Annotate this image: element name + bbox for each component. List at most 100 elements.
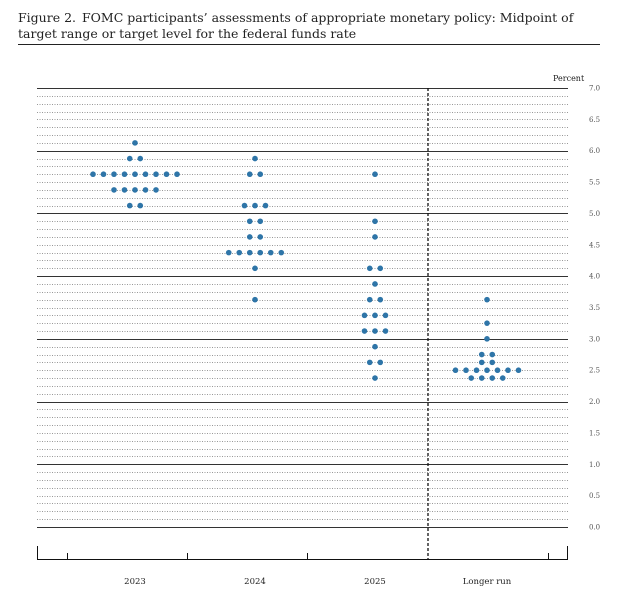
participant-dot bbox=[257, 171, 264, 178]
y-tick-label: 1.0 bbox=[589, 461, 600, 469]
participant-dot bbox=[478, 359, 485, 366]
participant-dot bbox=[252, 296, 258, 303]
participant-dot bbox=[246, 171, 253, 178]
participant-dot bbox=[484, 367, 490, 374]
participant-dot bbox=[468, 375, 475, 381]
participant-dot bbox=[372, 218, 378, 225]
participant-dot bbox=[377, 296, 384, 303]
participant-dot bbox=[121, 187, 128, 193]
gridlines bbox=[37, 88, 568, 528]
participant-dot bbox=[137, 155, 144, 162]
y-tick-label: 1.5 bbox=[589, 429, 600, 437]
participant-dot bbox=[484, 336, 490, 342]
title-rule bbox=[18, 44, 600, 45]
figure-title: Figure 2. FOMC participants’ assessments … bbox=[18, 10, 603, 42]
participant-dot bbox=[478, 351, 485, 358]
participant-dot bbox=[132, 171, 138, 178]
participant-dot bbox=[473, 367, 480, 374]
y-tick-label: 2.5 bbox=[589, 367, 600, 375]
participant-dot bbox=[246, 249, 253, 256]
participant-dot bbox=[100, 171, 107, 178]
participant-dot bbox=[225, 249, 232, 256]
participant-dot bbox=[478, 375, 485, 381]
y-tick-label: 7.0 bbox=[589, 85, 600, 93]
participant-dot bbox=[246, 218, 253, 225]
y-tick-label: 4.0 bbox=[589, 273, 600, 281]
participant-dot bbox=[126, 202, 133, 209]
dots-layer bbox=[90, 140, 522, 381]
y-tick-label: 0.5 bbox=[589, 492, 600, 500]
participant-dot bbox=[252, 155, 258, 162]
participant-dot bbox=[505, 367, 511, 374]
participant-dot bbox=[278, 249, 285, 256]
participant-dot bbox=[174, 171, 180, 178]
participant-dot bbox=[132, 187, 138, 193]
participant-dot bbox=[372, 171, 378, 178]
participant-dot bbox=[142, 171, 149, 178]
participant-dot bbox=[262, 202, 269, 209]
participant-dot bbox=[111, 171, 117, 178]
participant-dot bbox=[499, 375, 506, 381]
y-tick-label: 5.5 bbox=[589, 179, 600, 187]
participant-dot bbox=[142, 187, 149, 193]
participant-dot bbox=[372, 375, 378, 381]
participant-dot bbox=[366, 265, 373, 272]
participant-dot bbox=[252, 265, 258, 272]
y-tick-label: 6.0 bbox=[589, 147, 600, 155]
participant-dot bbox=[366, 359, 373, 366]
participant-dot bbox=[257, 249, 264, 256]
y-tick-label: 3.5 bbox=[589, 304, 600, 312]
y-tick-label: 4.5 bbox=[589, 241, 600, 249]
participant-dot bbox=[372, 281, 378, 287]
y-tick-label: 5.0 bbox=[589, 210, 600, 218]
participant-dot bbox=[121, 171, 128, 178]
participant-dot bbox=[489, 351, 496, 358]
participant-dot bbox=[452, 367, 459, 374]
participant-dot bbox=[489, 375, 496, 381]
participant-dot bbox=[372, 328, 378, 334]
y-tick-label: 6.5 bbox=[589, 116, 600, 124]
participant-dot bbox=[463, 367, 469, 374]
participant-dot bbox=[257, 234, 264, 240]
participant-dot bbox=[246, 234, 253, 240]
participant-dot bbox=[137, 202, 144, 209]
participant-dot bbox=[132, 140, 138, 146]
participant-dot bbox=[489, 359, 496, 366]
participant-dot bbox=[372, 312, 378, 319]
y-axis-ticks: 0.0 0.5 1.0 1.5 2.0 2.5 3.0 3.5 4.0 4.5 5.0 5.5 6.0 6… bbox=[589, 85, 600, 532]
participant-dot bbox=[153, 171, 159, 178]
participant-dot bbox=[257, 218, 264, 225]
figure-title-text: FOMC participants’ assessments of approp… bbox=[18, 10, 574, 41]
participant-dot bbox=[515, 367, 522, 374]
participant-dot bbox=[267, 249, 274, 256]
participant-dot bbox=[366, 296, 373, 303]
participant-dot bbox=[241, 202, 248, 209]
participant-dot bbox=[484, 296, 490, 303]
participant-dot bbox=[361, 312, 368, 319]
y-axis-label: Percent bbox=[553, 74, 585, 83]
x-axis: 2023 2024 2025 Longer run bbox=[37, 546, 568, 587]
participant-dot bbox=[252, 202, 258, 209]
participant-dot bbox=[372, 234, 378, 240]
figure-number: Figure 2. bbox=[18, 10, 76, 25]
participant-dot bbox=[377, 265, 384, 272]
participant-dot bbox=[111, 187, 117, 193]
participant-dot bbox=[361, 328, 368, 334]
participant-dot bbox=[126, 155, 133, 162]
participant-dot bbox=[163, 171, 170, 178]
y-tick-label: 3.0 bbox=[589, 335, 600, 343]
participant-dot bbox=[90, 171, 96, 178]
participant-dot bbox=[494, 367, 501, 374]
participant-dot bbox=[382, 328, 389, 334]
participant-dot bbox=[236, 249, 243, 256]
x-tick-label: 2025 bbox=[364, 577, 386, 587]
participant-dot bbox=[382, 312, 389, 319]
x-tick-label: Longer run bbox=[463, 577, 512, 587]
y-tick-label: 0.0 bbox=[589, 524, 600, 532]
participant-dot bbox=[153, 187, 159, 193]
participant-dot bbox=[377, 359, 384, 366]
x-tick-label: 2023 bbox=[124, 577, 146, 587]
participant-dot bbox=[484, 320, 490, 326]
y-tick-label: 2.0 bbox=[589, 398, 600, 406]
